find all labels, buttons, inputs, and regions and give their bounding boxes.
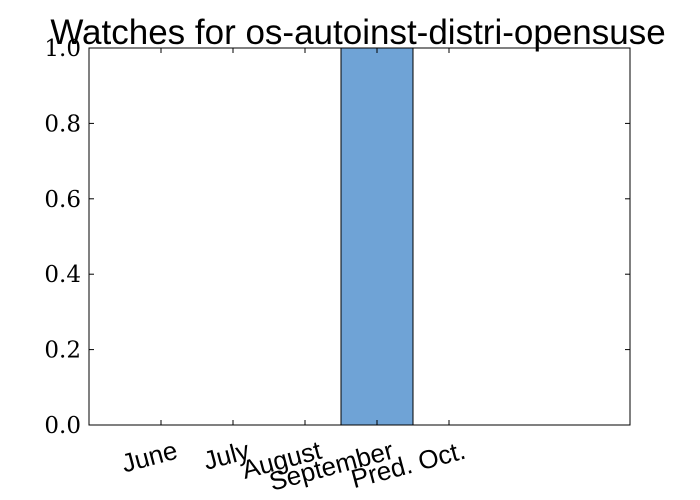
- chart-title: Watches for os-autoinst-distri-opensuse: [50, 13, 665, 52]
- plot-area-frame: [88, 47, 631, 426]
- y-tick-label: 0.0: [44, 413, 81, 439]
- x-tick-label: June: [118, 435, 180, 479]
- y-tick-label: 1.0: [44, 36, 81, 62]
- bar-september: [340, 47, 414, 426]
- y-tick-label: 0.8: [44, 111, 81, 137]
- bars-layer: [340, 47, 414, 426]
- y-tick-label: 0.6: [44, 187, 81, 213]
- y-tick-label: 0.4: [44, 262, 81, 288]
- y-axis: 0.0 0.2 0.4 0.6 0.8 1.0: [44, 36, 630, 439]
- y-tick-label: 0.2: [44, 338, 81, 364]
